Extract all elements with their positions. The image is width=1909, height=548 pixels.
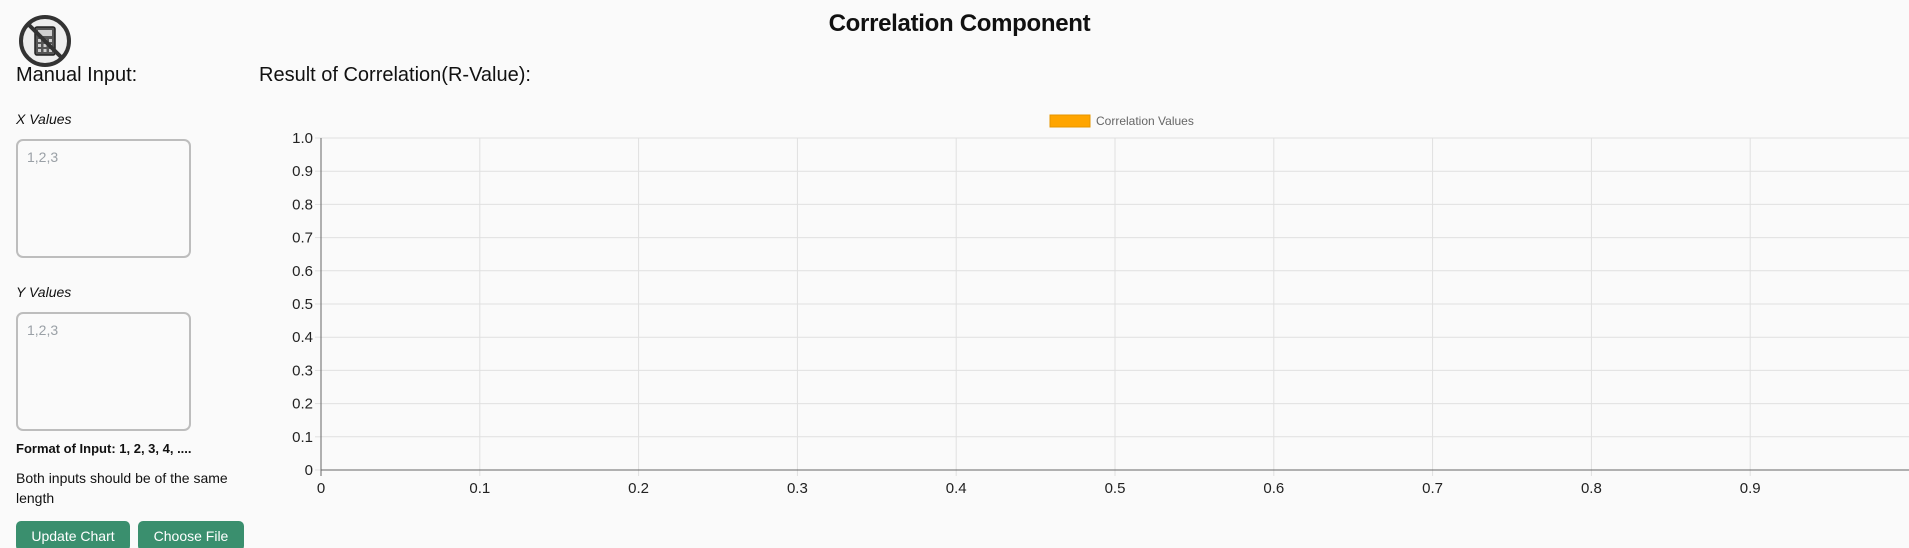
x-values-input[interactable] xyxy=(16,139,191,258)
y-tick-label: 0.9 xyxy=(292,163,313,180)
update-chart-button[interactable]: Update Chart xyxy=(16,521,130,548)
x-tick-label: 0.1 xyxy=(469,480,490,497)
y-tick-label: 0 xyxy=(305,462,313,479)
x-tick-label: 0.6 xyxy=(1263,480,1284,497)
y-values-label: Y Values xyxy=(16,284,72,300)
correlation-chart: Correlation Values 0 0.1 0.2 0.3 0.4 0.5 0.6 0.… xyxy=(260,108,1909,508)
y-tick-label: 0.7 xyxy=(292,230,313,247)
legend-label: Correlation Values xyxy=(1096,114,1194,128)
result-heading: Result of Correlation(R-Value): xyxy=(259,64,531,86)
x-tick-label: 0.5 xyxy=(1105,480,1126,497)
x-tick-label: 0.3 xyxy=(787,480,808,497)
choose-file-button[interactable]: Choose File xyxy=(138,521,244,548)
y-tick-label: 0.8 xyxy=(292,196,313,213)
x-tick-label: 0.7 xyxy=(1422,480,1443,497)
y-tick-label: 0.6 xyxy=(292,263,313,280)
chart-grid xyxy=(315,137,1909,476)
x-tick-label: 0.8 xyxy=(1581,480,1602,497)
calculator-icon xyxy=(18,14,72,68)
x-tick-label: 0 xyxy=(317,480,325,497)
y-tick-label: 0.3 xyxy=(292,362,313,379)
manual-input-heading: Manual Input: xyxy=(16,64,138,86)
action-buttons: Update Chart Choose File xyxy=(16,521,246,548)
y-tick-label: 1.0 xyxy=(292,130,313,147)
x-tick-label: 0.2 xyxy=(628,480,649,497)
chart-legend[interactable]: Correlation Values xyxy=(1049,114,1194,128)
y-tick-label: 0.5 xyxy=(292,296,313,313)
chart-svg: Correlation Values 0 0.1 0.2 0.3 0.4 0.5 0.6 0.… xyxy=(292,114,1909,497)
y-values-input[interactable] xyxy=(16,312,191,431)
x-tick-label: 0.9 xyxy=(1740,480,1761,497)
x-axis-ticks: 0 0.1 0.2 0.3 0.4 0.5 0.6 0.7 0.8 0.9 xyxy=(317,480,1761,497)
y-axis-ticks: 0 0.1 0.2 0.3 0.4 0.5 0.6 0.7 0.8 0.9 1.0 xyxy=(292,130,313,479)
chart-axes xyxy=(320,138,1909,471)
legend-swatch xyxy=(1049,114,1091,128)
y-tick-label: 0.4 xyxy=(292,329,313,346)
same-length-note: Both inputs should be of the same length xyxy=(16,470,228,506)
page-title: Correlation Component xyxy=(828,10,1091,37)
input-format-note: Format of Input: 1, 2, 3, 4, .... xyxy=(16,441,192,456)
manual-input-panel: Manual Input: X Values Y Values Format o… xyxy=(16,60,246,548)
y-tick-label: 0.2 xyxy=(292,396,313,413)
x-values-label: X Values xyxy=(16,111,72,127)
x-tick-label: 0.4 xyxy=(946,480,967,497)
y-tick-label: 0.1 xyxy=(292,429,313,446)
